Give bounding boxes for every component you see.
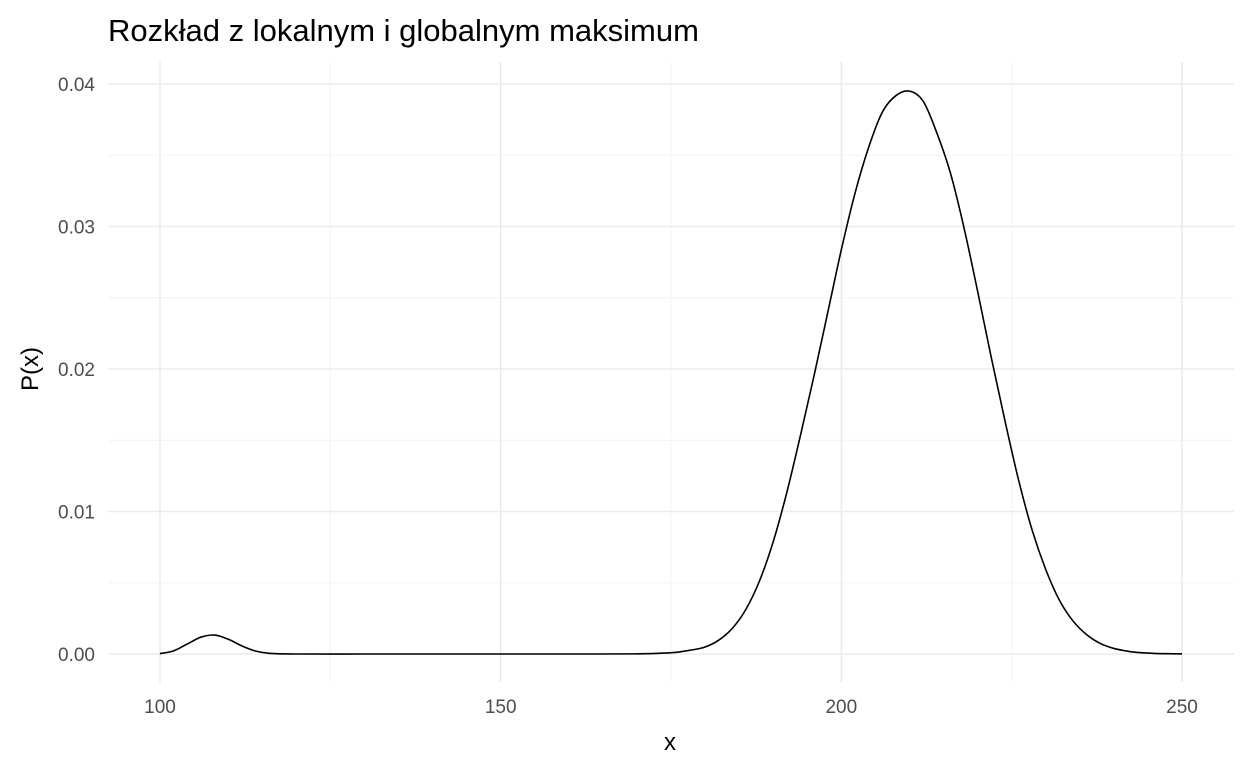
grid [108, 62, 1234, 682]
x-tick-label: 200 [825, 697, 857, 718]
y-axis-ticks: 0.00 0.01 0.02 0.03 0.04 [58, 75, 95, 666]
y-tick-label: 0.01 [58, 503, 95, 524]
x-axis-title: x [664, 729, 676, 756]
y-axis-title: P(x) [17, 347, 44, 391]
x-tick-label: 150 [485, 697, 517, 718]
chart-title: Rozkład z lokalnym i globalnym maksimum [108, 13, 699, 48]
y-tick-label: 0.02 [58, 360, 95, 381]
x-axis-ticks: 100 150 200 250 [144, 697, 1198, 718]
density-curve [159, 90, 1183, 655]
x-tick-label: 100 [144, 697, 176, 718]
y-tick-label: 0.00 [58, 645, 95, 666]
y-tick-label: 0.04 [58, 75, 95, 96]
x-tick-label: 250 [1166, 697, 1198, 718]
y-tick-label: 0.03 [58, 218, 95, 239]
